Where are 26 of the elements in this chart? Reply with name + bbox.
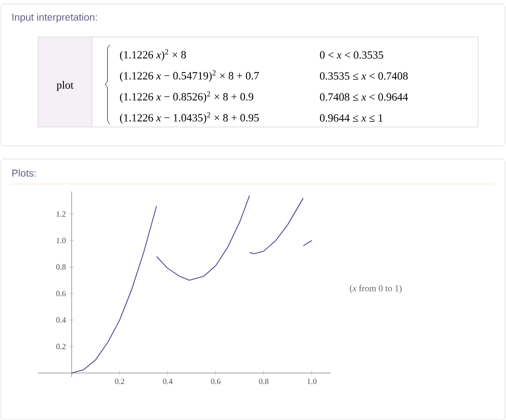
text: (x from 0 to 1) — [350, 284, 402, 294]
text: 0 < x < 0.3535 — [320, 51, 384, 59]
text: (1.1226 x − 0.54719)$^{2}$ × 8 + 0.7 — [120, 70, 259, 82]
y-tick-label: 0.6 — [56, 290, 66, 296]
y-tick-label: 1.2 — [56, 211, 66, 217]
y-tick-label: 0.2 — [56, 344, 66, 350]
x-tick-label: 1.0 — [307, 378, 316, 384]
text: plot — [56, 80, 74, 91]
x-tick-label: 0.8 — [259, 378, 268, 384]
x-tick-label: 0.4 — [162, 378, 173, 384]
text: (1.1226 x)$^{2}$ × 8 — [120, 49, 186, 61]
text: Input interpretation: — [12, 13, 97, 23]
text: 0.9644 ≤ x ≤ 1 — [320, 114, 383, 122]
text: Plots: — [12, 169, 36, 177]
y-tick-label: 0.8 — [56, 264, 66, 270]
line-series — [71, 206, 157, 374]
x-tick-label: 0.2 — [114, 378, 124, 384]
y-tick-label: 1.0 — [56, 238, 66, 244]
text: 0.7408 ≤ x < 0.9644 — [320, 93, 408, 101]
text: (1.1226 x − 1.0435)$^{2}$ × 8 + 0.95 — [120, 112, 259, 124]
text: (1.1226 x − 0.8526)$^{2}$ × 8 + 0.9 — [120, 91, 254, 103]
line-series — [249, 198, 304, 254]
line-series — [156, 194, 250, 281]
x-tick-label: 0.6 — [211, 378, 220, 384]
text: 0.3535 ≤ x < 0.7408 — [320, 72, 408, 80]
y-tick-label: 0.4 — [56, 317, 66, 323]
